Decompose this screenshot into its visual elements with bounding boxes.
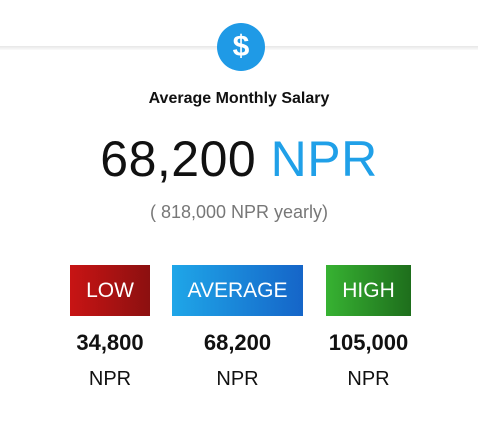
main-amount: 68,200 [100,131,257,187]
average-currency: NPR [216,368,259,390]
high-amount: 105,000 [328,330,409,355]
dollar-icon: $ [217,23,265,71]
title: Average Monthly Salary [148,90,330,107]
low-currency: NPR [88,368,132,390]
low-badge: LOW [70,265,150,316]
high-currency: NPR [347,368,390,390]
low-amount: 34,800 [76,330,144,355]
main-currency: NPR [270,131,378,187]
yearly-salary: ( 818,000 NPR yearly) [149,202,329,222]
main-salary: 68,200 NPR [0,130,478,188]
average-badge: AVERAGE [172,265,303,316]
high-badge: HIGH [326,265,411,316]
average-amount: 68,200 [203,330,272,355]
